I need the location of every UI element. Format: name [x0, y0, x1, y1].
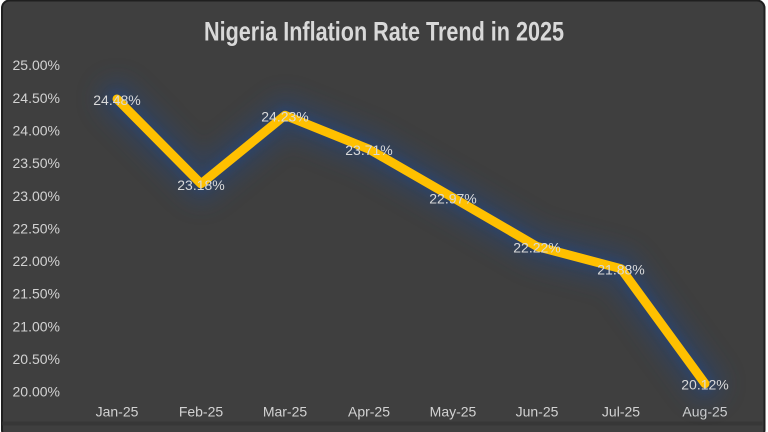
svg-text:23.18%: 23.18% — [177, 177, 224, 193]
svg-text:Apr-25: Apr-25 — [348, 403, 390, 419]
svg-text:May-25: May-25 — [430, 403, 477, 419]
svg-text:21.00%: 21.00% — [13, 318, 60, 334]
svg-text:25.00%: 25.00% — [13, 57, 60, 73]
svg-text:23.71%: 23.71% — [345, 142, 392, 158]
svg-text:22.97%: 22.97% — [429, 191, 476, 207]
svg-text:20.12%: 20.12% — [681, 377, 728, 393]
svg-text:24.48%: 24.48% — [93, 92, 140, 108]
svg-text:22.22%: 22.22% — [513, 240, 560, 256]
svg-text:23.00%: 23.00% — [13, 188, 60, 204]
svg-text:22.00%: 22.00% — [13, 253, 60, 269]
svg-text:21.50%: 21.50% — [13, 286, 60, 302]
svg-text:Mar-25: Mar-25 — [263, 403, 308, 419]
svg-text:20.50%: 20.50% — [13, 351, 60, 367]
svg-text:24.50%: 24.50% — [13, 90, 60, 106]
svg-text:Jun-25: Jun-25 — [516, 403, 559, 419]
svg-text:24.00%: 24.00% — [13, 123, 60, 139]
svg-text:21.88%: 21.88% — [597, 262, 644, 278]
svg-text:Feb-25: Feb-25 — [179, 403, 224, 419]
svg-text:22.50%: 22.50% — [13, 220, 60, 236]
svg-text:Nigeria Inflation Rate Trend i: Nigeria Inflation Rate Trend in 2025 — [204, 17, 564, 47]
svg-text:Aug-25: Aug-25 — [682, 403, 727, 419]
svg-text:20.00%: 20.00% — [13, 384, 60, 400]
svg-text:Jul-25: Jul-25 — [602, 403, 640, 419]
svg-text:24.23%: 24.23% — [261, 108, 308, 124]
svg-text:Jan-25: Jan-25 — [96, 403, 139, 419]
svg-text:23.50%: 23.50% — [13, 155, 60, 171]
